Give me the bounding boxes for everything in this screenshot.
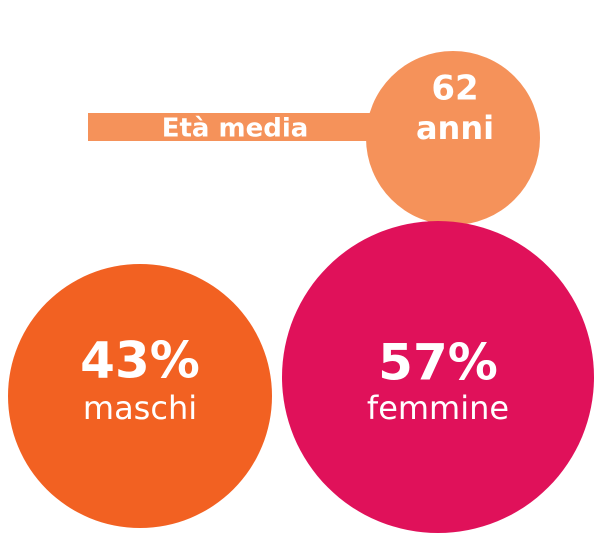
female-circle (282, 221, 594, 533)
female-label: femmine (367, 389, 509, 427)
age-value: 62 (431, 69, 478, 109)
age-circle (366, 51, 540, 225)
age-label: Età media (162, 114, 309, 144)
age-unit: anni (416, 109, 494, 147)
male-value: 43% (80, 332, 200, 390)
male-circle (8, 264, 272, 528)
age-bar (88, 113, 388, 141)
female-value: 57% (378, 334, 498, 392)
male-label: maschi (83, 389, 197, 427)
